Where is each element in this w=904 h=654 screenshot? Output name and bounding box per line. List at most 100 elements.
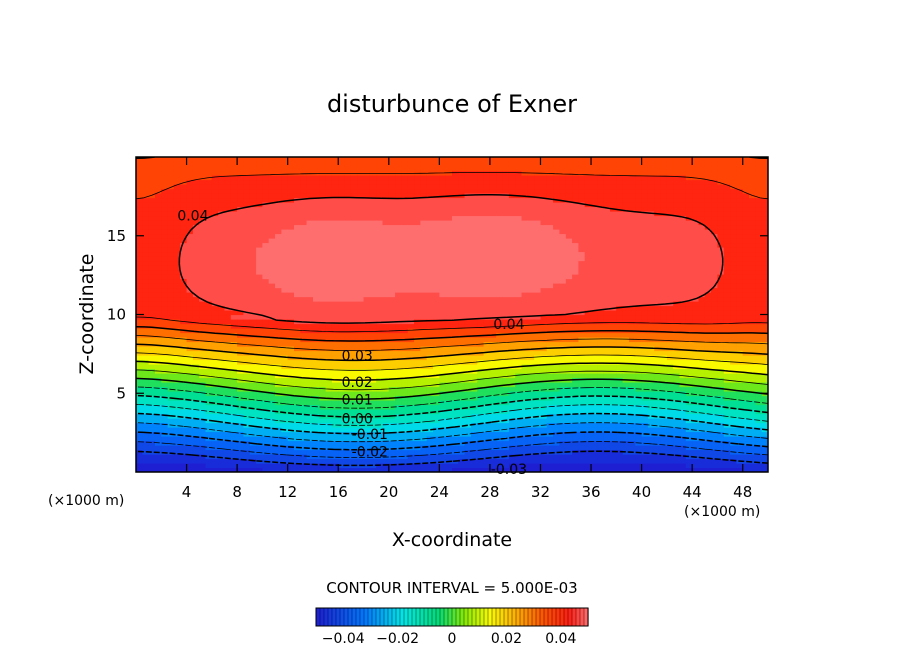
contour-cell: [445, 310, 453, 316]
contour-cell: [477, 233, 485, 239]
contour-cell: [508, 409, 516, 415]
contour-cell: [300, 211, 308, 217]
contour-cell: [237, 422, 244, 428]
contour-cell: [262, 391, 270, 397]
contour-cell: [243, 301, 251, 307]
contour-cell: [515, 224, 523, 230]
contour-cell: [439, 404, 447, 410]
contour-cell: [496, 440, 504, 446]
contour-cell: [546, 436, 554, 442]
contour-cell: [584, 382, 592, 388]
contour-cell: [306, 292, 314, 298]
contour-cell: [224, 170, 232, 176]
contour-cell: [452, 296, 459, 302]
contour-cell: [458, 197, 466, 203]
contour-cell: [565, 247, 573, 253]
contour-cell: [350, 157, 358, 163]
contour-cell: [521, 301, 529, 307]
contour-cell: [496, 274, 504, 280]
contour-cell: [275, 278, 282, 284]
contour-cell: [565, 265, 573, 271]
contour-cell: [515, 292, 523, 298]
contour-cell: [224, 274, 232, 280]
contour-cell: [363, 179, 371, 185]
contour-cell: [313, 283, 320, 289]
contour-cell: [338, 409, 346, 415]
contour-cell: [471, 445, 478, 451]
contour-cell: [439, 463, 447, 469]
contour-cell: [142, 161, 150, 167]
contour-cell: [388, 409, 396, 415]
contour-cell: [565, 445, 573, 451]
contour-cell: [313, 179, 320, 185]
contour-cell: [439, 215, 447, 221]
contour-cell: [287, 220, 295, 226]
contour-cell: [553, 274, 560, 280]
contour-cell: [199, 157, 207, 163]
contour-cell: [243, 373, 251, 379]
contour-cell: [224, 328, 232, 334]
contour-cell: [388, 202, 396, 208]
contour-cell: [458, 179, 466, 185]
contour-cell: [376, 440, 384, 446]
contour-cell: [211, 179, 219, 185]
contour-cell: [192, 184, 200, 190]
contour-cell: [186, 409, 194, 415]
plot-area: [136, 157, 768, 472]
contour-cell: [578, 175, 586, 181]
contour-cell: [230, 265, 238, 271]
contour-cell: [281, 274, 289, 280]
contour-cell: [420, 422, 428, 428]
contour-cell: [407, 400, 415, 406]
contour-cell: [471, 391, 478, 397]
contour-cell: [565, 373, 573, 379]
contour-cell: [142, 395, 150, 401]
contour-cell: [414, 260, 421, 266]
contour-cell: [344, 260, 352, 266]
contour-cell: [458, 395, 466, 401]
contour-cell: [458, 296, 466, 302]
contour-cell: [331, 332, 339, 338]
contour-cell: [218, 440, 226, 446]
contour-cell: [211, 211, 219, 217]
contour-cell: [319, 373, 327, 379]
contour-cell: [186, 350, 194, 356]
contour-cell: [471, 269, 478, 275]
contour-cell: [401, 368, 409, 374]
contour-cell: [294, 436, 301, 442]
contour-cell: [173, 251, 181, 257]
contour-cell: [256, 251, 263, 257]
contour-cell: [300, 301, 308, 307]
contour-cell: [300, 373, 308, 379]
contour-cell: [357, 229, 365, 235]
contour-cell: [553, 247, 560, 253]
contour-cell: [489, 400, 497, 406]
contour-cell: [445, 368, 453, 374]
contour-cell: [452, 269, 459, 275]
contour-cell: [572, 220, 579, 226]
contour-cell: [180, 355, 188, 361]
contour-cell: [363, 445, 371, 451]
contour-cell: [464, 229, 472, 235]
contour-cell: [565, 224, 573, 230]
contour-cell: [565, 287, 573, 293]
contour-cell: [553, 278, 560, 284]
contour-cell: [572, 418, 579, 424]
contour-cell: [508, 224, 516, 230]
contour-cell: [464, 188, 472, 194]
contour-cell: [565, 341, 573, 347]
contour-cell: [275, 310, 282, 316]
contour-cell: [578, 364, 586, 370]
contour-cell: [376, 184, 384, 190]
contour-cell: [496, 256, 504, 262]
contour-cell: [464, 202, 472, 208]
contour-cell: [294, 409, 301, 415]
contour-cell: [294, 224, 301, 230]
contour-cell: [489, 211, 497, 217]
contour-cell: [142, 355, 150, 361]
contour-cell: [300, 251, 308, 257]
contour-cell: [167, 274, 175, 280]
contour-cell: [496, 170, 504, 176]
contour-cell: [369, 224, 377, 230]
contour-cell: [388, 247, 396, 253]
